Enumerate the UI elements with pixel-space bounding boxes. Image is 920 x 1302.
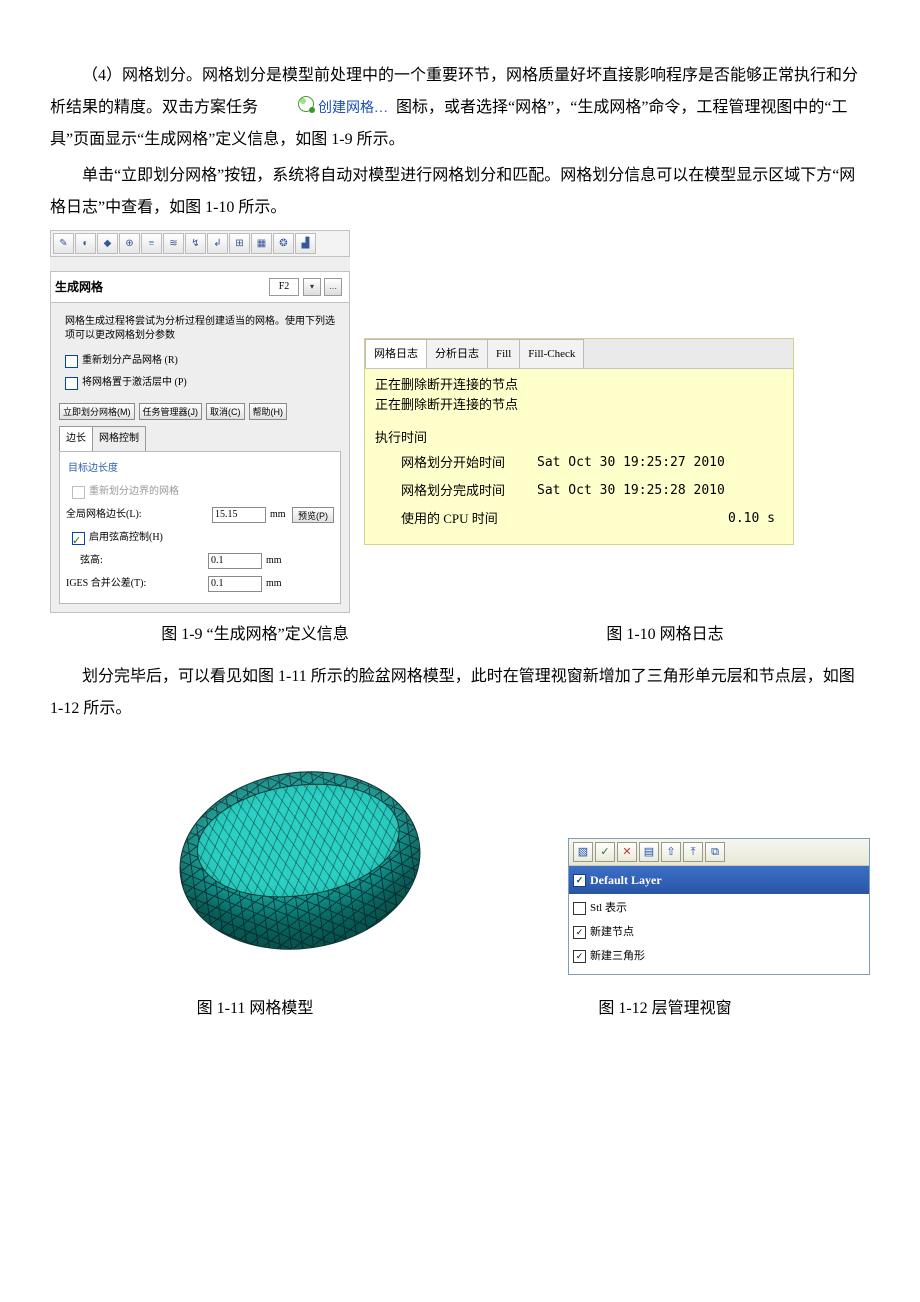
tab-analysis-log[interactable]: 分析日志 [426,339,488,368]
layer-list: Stl 表示 新建节点 新建三角形 [569,894,869,974]
figure-1-9-wrap: ✎ ◐ ◆ ⊕ ≡ ≋ ↯ ↲ ⊞ ▦ ❂ ▟ 生成网格 F2 ▾ [50,230,350,613]
layer-manager-panel: ▧ ✓ ✕ ▤ ⇧ ⤒ ⧉ ✓ Default Layer Stl 表示 新建节… [568,838,870,975]
mesh-log-panel: 网格日志 分析日志 Fill Fill-Check 正在删除断开连接的节点 正在… [364,338,794,545]
tool-icon[interactable]: ⊞ [229,233,250,254]
tool-icon[interactable]: ↲ [207,233,228,254]
tab-edge-length[interactable]: 边长 [59,426,93,451]
tool-icon[interactable]: ↯ [185,233,206,254]
shortcut-label: F2 [269,278,299,296]
dropdown-icon[interactable]: ▾ [303,278,321,296]
tool-icon[interactable]: ◐ [75,233,96,254]
tool-icon[interactable]: ▦ [251,233,272,254]
paragraph-2: 单击“立即划分网格”按钮，系统将自动对模型进行网格划分和匹配。网格划分信息可以在… [50,160,870,224]
figure-row-2: ▧ ✓ ✕ ▤ ⇧ ⤒ ⧉ ✓ Default Layer Stl 表示 新建节… [50,745,870,975]
panel-toolbar: ✎ ◐ ◆ ⊕ ≡ ≋ ↯ ↲ ⊞ ▦ ❂ ▟ [50,230,350,257]
tool-icon[interactable]: ✎ [53,233,74,254]
caption-1-11: 图 1-11 网格模型 [50,993,460,1025]
tool-icon[interactable]: ▟ [295,233,316,254]
layer-item-nodes[interactable]: 新建节点 [571,920,867,944]
log-kv: 网格划分开始时间Sat Oct 30 19:25:27 2010 [375,450,783,476]
tool-icon[interactable]: ≋ [163,233,184,254]
layer-check-icon[interactable]: ✓ [595,842,615,862]
mesh-now-button[interactable]: 立即划分网格(M) [59,403,135,420]
edge-length-group: 目标边长度 重新划分边界的网格 全局网格边长(L): 15.15 mm 预览(P… [59,451,341,604]
tool-icon[interactable]: ❂ [273,233,294,254]
more-icon[interactable]: … [324,278,342,296]
figure-1-11-mesh [160,745,440,975]
row-chord: 弦高: 0.1 mm [66,551,334,571]
paragraph-3: 划分完毕后，可以看见如图 1-11 所示的脸盆网格模型，此时在管理视窗新增加了三… [50,661,870,725]
input-iges[interactable]: 0.1 [208,576,262,592]
layer-config-icon[interactable]: ⧉ [705,842,725,862]
panel-title-row: 生成网格 F2 ▾ … [50,271,350,303]
panel-tabs: 边长 网格控制 [59,426,341,451]
log-kv: 使用的 CPU 时间0.10 s [375,506,783,532]
row-global-edge: 全局网格边长(L): 15.15 mm 预览(P) [66,505,334,525]
mesh-bowl-graphic [168,756,432,965]
layer-save-icon[interactable]: ▤ [639,842,659,862]
input-global-edge[interactable]: 15.15 [212,507,266,523]
unit-mm: mm [266,551,284,571]
tool-icon[interactable]: ◆ [97,233,118,254]
tool-icon[interactable]: ⊕ [119,233,140,254]
caption-1-12: 图 1-12 层管理视窗 [460,993,870,1025]
chk-place-layer[interactable]: 将网格置于激活层中 (P) [65,373,341,393]
chk-chord-height[interactable]: 启用弦高控制(H) [72,528,334,548]
panel-body: 网格生成过程将尝试为分析过程创建适当的网格。使用下列选项可以更改网格划分参数 重… [50,303,350,613]
unit-mm: mm [266,574,284,594]
figure-1-12-wrap: ▧ ✓ ✕ ▤ ⇧ ⤒ ⧉ ✓ Default Layer Stl 表示 新建节… [568,838,870,975]
help-button[interactable]: 帮助(H) [249,403,288,420]
log-line: 正在删除断开连接的节点 [375,395,783,415]
layer-new-icon[interactable]: ▧ [573,842,593,862]
layer-delete-icon[interactable]: ✕ [617,842,637,862]
task-manager-button[interactable]: 任务管理器(J) [139,403,203,420]
layer-import-icon[interactable]: ⤒ [683,842,703,862]
log-tabs: 网格日志 分析日志 Fill Fill-Check [365,339,793,369]
label-global-edge: 全局网格边长(L): [66,505,208,525]
log-line: 正在删除断开连接的节点 [375,375,783,395]
unit-mm: mm [270,505,288,525]
layer-header-checkbox[interactable]: ✓ [573,874,586,887]
layer-header-label: Default Layer [590,868,662,892]
chk-repart-edge: 重新划分边界的网格 [72,482,334,502]
layer-item-stl[interactable]: Stl 表示 [571,896,867,920]
label-iges: IGES 合并公差(T): [66,574,204,594]
create-mesh-link[interactable]: 创建网格… [318,101,388,116]
paragraph-1: （4）网格划分。网格划分是模型前处理中的一个重要环节，网格质量好坏直接影响程序是… [50,60,870,156]
preview-button[interactable]: 预览(P) [292,507,334,523]
cancel-button[interactable]: 取消(C) [206,403,245,420]
input-chord[interactable]: 0.1 [208,553,262,569]
caption-1-9: 图 1-9 “生成网格”定义信息 [50,619,460,651]
layer-item-triangles[interactable]: 新建三角形 [571,944,867,968]
document-page: （4）网格划分。网格划分是模型前处理中的一个重要环节，网格质量好坏直接影响程序是… [50,60,870,1025]
chk-repartition[interactable]: 重新划分产品网格 (R) [65,351,341,371]
caption-1-10: 图 1-10 网格日志 [460,619,870,651]
row-iges: IGES 合并公差(T): 0.1 mm [66,574,334,594]
panel-button-row: 立即划分网格(M) 任务管理器(J) 取消(C) 帮助(H) [59,403,341,420]
tool-icon[interactable]: ≡ [141,233,162,254]
caption-row-2: 图 1-11 网格模型 图 1-12 层管理视窗 [50,993,870,1025]
log-exec-title: 执行时间 [375,428,783,448]
tab-fill-check[interactable]: Fill-Check [519,339,584,368]
layer-header[interactable]: ✓ Default Layer [569,866,869,894]
layer-toolbar: ▧ ✓ ✕ ▤ ⇧ ⤒ ⧉ [569,839,869,866]
group-title: 目标边长度 [68,459,334,479]
log-body: 正在删除断开连接的节点 正在删除断开连接的节点 执行时间 网格划分开始时间Sat… [365,369,793,544]
panel-title: 生成网格 [55,275,269,299]
panel-hint: 网格生成过程将尝试为分析过程创建适当的网格。使用下列选项可以更改网格划分参数 [65,315,341,343]
tab-mesh-log[interactable]: 网格日志 [365,339,427,368]
generate-mesh-panel: ✎ ◐ ◆ ⊕ ≡ ≋ ↯ ↲ ⊞ ▦ ❂ ▟ 生成网格 F2 ▾ [50,230,350,613]
create-mesh-inline[interactable]: 创建网格… [266,92,388,124]
figure-1-10-wrap: 网格日志 分析日志 Fill Fill-Check 正在删除断开连接的节点 正在… [364,338,794,545]
caption-row-1: 图 1-9 “生成网格”定义信息 图 1-10 网格日志 [50,619,870,651]
log-kv: 网格划分完成时间Sat Oct 30 19:25:28 2010 [375,478,783,504]
tab-mesh-control[interactable]: 网格控制 [92,426,146,451]
figure-row-1: ✎ ◐ ◆ ⊕ ≡ ≋ ↯ ↲ ⊞ ▦ ❂ ▟ 生成网格 F2 ▾ [50,230,870,613]
layer-export-icon[interactable]: ⇧ [661,842,681,862]
tab-fill[interactable]: Fill [487,339,520,368]
label-chord: 弦高: [66,551,204,571]
mesh-green-icon [298,96,314,112]
